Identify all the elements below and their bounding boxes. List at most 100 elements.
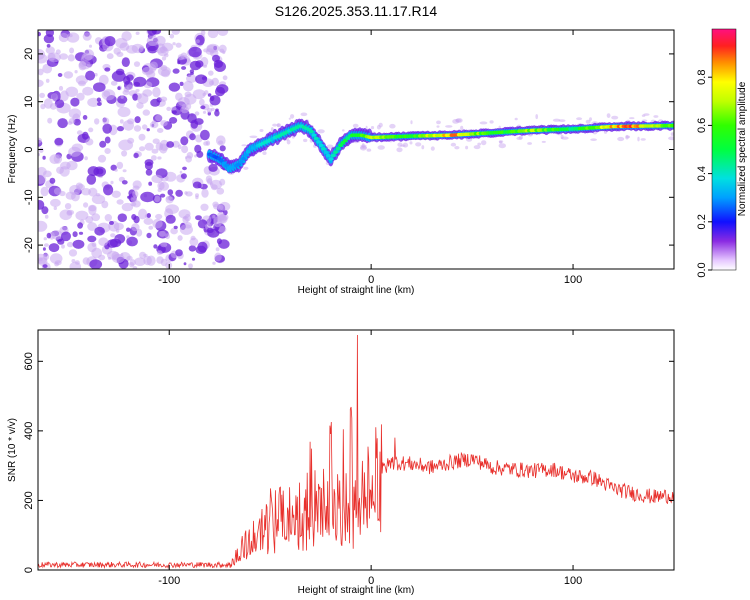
noise-speckle [180, 136, 189, 146]
noise-speckle [214, 109, 220, 117]
snr-frame [37, 329, 675, 571]
noise-speckle [585, 119, 591, 124]
noise-speckle [160, 193, 166, 198]
noise-speckle [132, 266, 138, 269]
noise-speckle [199, 98, 205, 106]
noise-speckle [527, 142, 532, 145]
noise-speckle [205, 140, 211, 146]
noise-speckle [91, 213, 101, 222]
noise-speckle [190, 72, 194, 75]
noise-speckle [640, 138, 646, 141]
noise-speckle [200, 105, 206, 110]
noise-speckle [131, 223, 140, 232]
noise-speckle [191, 257, 196, 261]
noise-speckle [207, 93, 212, 97]
noise-speckle [183, 262, 187, 266]
noise-speckle [99, 140, 107, 148]
chart-title: S126.2025.353.11.17.R14 [275, 3, 438, 19]
spectrogram-noise [38, 30, 674, 269]
noise-speckle [102, 117, 110, 125]
noise-speckle [217, 204, 224, 211]
noise-speckle [208, 163, 218, 172]
noise-speckle [70, 97, 80, 107]
noise-speckle [629, 117, 635, 120]
noise-speckle [535, 114, 538, 120]
noise-speckle [477, 142, 482, 146]
noise-speckle [151, 120, 157, 125]
noise-speckle [120, 252, 124, 256]
noise-speckle [140, 191, 155, 203]
noise-speckle [98, 237, 109, 246]
x-tick-label: 0 [368, 274, 374, 286]
noise-speckle [127, 118, 135, 125]
noise-speckle [110, 80, 118, 86]
noise-speckle [146, 232, 152, 239]
noise-speckle [40, 186, 49, 197]
noise-speckle [48, 243, 60, 253]
noise-speckle [168, 82, 181, 92]
noise-speckle [130, 202, 137, 207]
noise-speckle [38, 53, 48, 64]
noise-speckle [126, 236, 138, 247]
noise-speckle [205, 175, 213, 183]
noise-speckle [66, 210, 73, 216]
noise-speckle [290, 114, 295, 119]
ridge-core [321, 146, 326, 151]
noise-speckle [144, 159, 154, 166]
noise-speckle [85, 70, 96, 81]
noise-speckle [102, 123, 112, 134]
noise-speckle [421, 145, 425, 150]
noise-speckle [214, 61, 226, 72]
noise-speckle [57, 73, 63, 77]
noise-speckle [156, 250, 163, 255]
noise-speckle [138, 208, 148, 220]
noise-speckle [243, 166, 249, 170]
noise-speckle [143, 217, 154, 225]
noise-speckle [197, 241, 208, 253]
noise-speckle [552, 118, 561, 122]
noise-speckle [160, 120, 168, 127]
noise-speckle [415, 142, 422, 147]
noise-speckle [157, 46, 169, 57]
noise-speckle [518, 135, 523, 140]
noise-speckle [113, 222, 124, 231]
noise-speckle [75, 210, 89, 221]
noise-speckle [175, 189, 183, 197]
noise-speckle [202, 64, 208, 68]
noise-speckle [216, 135, 226, 146]
spectrogram-y-ticks: -20 -10 0 10 20 [23, 48, 674, 253]
noise-speckle [93, 166, 106, 177]
ridge-core [313, 136, 319, 141]
noise-speckle [82, 257, 90, 265]
noise-speckle [194, 111, 200, 116]
noise-speckle [366, 148, 372, 152]
noise-speckle [38, 79, 44, 87]
snr-y-label: SNR (10 * v/v) [7, 418, 18, 482]
noise-speckle [74, 70, 78, 74]
noise-speckle [139, 45, 145, 50]
noise-speckle [50, 198, 61, 207]
noise-speckle [45, 30, 54, 37]
noise-speckle [249, 135, 258, 139]
noise-speckle [47, 117, 53, 124]
noise-speckle [201, 188, 209, 198]
noise-speckle [38, 31, 41, 37]
noise-speckle [165, 196, 174, 204]
noise-speckle [148, 181, 153, 186]
noise-speckle [87, 242, 97, 253]
noise-speckle [154, 195, 161, 203]
noise-speckle [215, 108, 219, 112]
noise-speckle [45, 78, 50, 83]
noise-speckle [111, 70, 126, 82]
y-tick-label: 10 [23, 96, 35, 108]
noise-speckle [288, 117, 291, 120]
noise-speckle [668, 136, 674, 141]
noise-speckle [104, 136, 111, 144]
noise-speckle [121, 31, 132, 41]
noise-speckle [146, 255, 156, 266]
noise-speckle [150, 98, 161, 107]
noise-speckle [58, 32, 69, 43]
noise-speckle [68, 146, 82, 157]
noise-speckle [85, 216, 94, 224]
snr-series-line [38, 334, 674, 570]
